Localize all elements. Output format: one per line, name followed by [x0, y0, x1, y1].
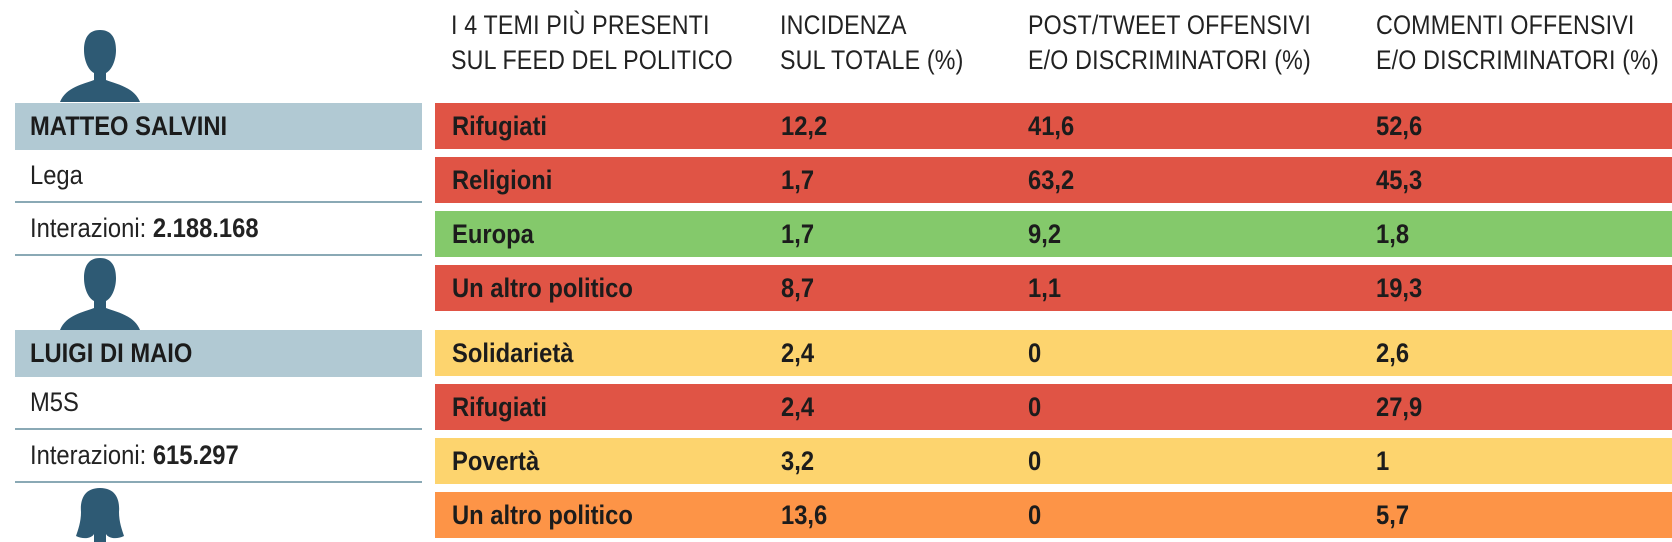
theme-label: Un altro politico [452, 500, 633, 530]
theme-label: Rifugiati [452, 111, 548, 141]
theme-label: Povertà [452, 446, 540, 476]
comment-value: 45,3 [1376, 165, 1423, 195]
incidence-value: 3,2 [781, 446, 815, 476]
column-header: I 4 TEMI PIÙ PRESENTI SUL FEED DEL POLITI… [451, 8, 733, 78]
column-header: POST/TWEET OFFENSIVI E/O DISCRIMINATORI (… [1028, 8, 1311, 78]
theme-label: Un altro politico [452, 273, 633, 303]
male-silhouette-icon-svg [60, 30, 140, 102]
interactions-text: Interazioni: 615.297 [30, 430, 239, 481]
comment-value: 27,9 [1376, 392, 1423, 422]
theme-label: Rifugiati [452, 392, 548, 422]
incidence-value: 8,7 [781, 273, 815, 303]
column-header-line: POST/TWEET OFFENSIVI [1028, 10, 1311, 40]
male-silhouette-icon-svg [60, 258, 140, 330]
post-value: 1,1 [1028, 273, 1062, 303]
comment-value: 2,6 [1376, 338, 1410, 368]
interactions-text: Interazioni: 2.188.168 [30, 203, 259, 254]
female-silhouette-icon [54, 486, 146, 542]
theme-row-bar [435, 384, 1672, 430]
theme-label: Religioni [452, 165, 553, 195]
post-value: 9,2 [1028, 219, 1062, 249]
theme-label: Europa [452, 219, 534, 249]
post-value: 0 [1028, 446, 1042, 476]
interactions-line: Interazioni: 2.188.168 [15, 203, 422, 256]
comment-value: 1,8 [1376, 219, 1410, 249]
post-value: 0 [1028, 338, 1042, 368]
column-header-line: INCIDENZA [780, 10, 907, 40]
column-header: INCIDENZA SUL TOTALE (%) [780, 8, 963, 78]
male-silhouette-icon [54, 258, 146, 330]
comment-value: 5,7 [1376, 500, 1410, 530]
comment-value: 19,3 [1376, 273, 1423, 303]
incidence-value: 1,7 [781, 219, 815, 249]
politician-name: MATTEO SALVINI [30, 111, 228, 141]
column-header-line: I 4 TEMI PIÙ PRESENTI [451, 10, 710, 40]
party-line: M5S [15, 377, 422, 430]
party-line: Lega [15, 150, 422, 203]
interactions-label: Interazioni: [30, 213, 147, 243]
interactions-line: Interazioni: 615.297 [15, 430, 422, 483]
incidence-value: 13,6 [781, 500, 828, 530]
post-value: 0 [1028, 500, 1042, 530]
post-value: 41,6 [1028, 111, 1075, 141]
incidence-value: 12,2 [781, 111, 828, 141]
theme-row-bar [435, 265, 1672, 311]
theme-row-bar [435, 211, 1672, 257]
theme-row-bar [435, 103, 1672, 149]
column-header-line: E/O DISCRIMINATORI (%) [1028, 45, 1311, 75]
post-value: 0 [1028, 392, 1042, 422]
comment-value: 52,6 [1376, 111, 1423, 141]
incidence-value: 2,4 [781, 392, 815, 422]
theme-label: Solidarietà [452, 338, 574, 368]
politician-name-bar: LUIGI DI MAIO [15, 330, 422, 377]
theme-row-bar [435, 438, 1672, 484]
male-silhouette-icon [54, 30, 146, 102]
party-name: Lega [30, 160, 83, 190]
incidence-value: 2,4 [781, 338, 815, 368]
incidence-value: 1,7 [781, 165, 815, 195]
interactions-value: 615.297 [152, 440, 239, 470]
theme-row-bar [435, 492, 1672, 538]
column-header: COMMENTI OFFENSIVI E/O DISCRIMINATORI (%) [1376, 8, 1659, 78]
interactions-label: Interazioni: [30, 440, 147, 470]
post-value: 63,2 [1028, 165, 1075, 195]
comment-value: 1 [1376, 446, 1390, 476]
interactions-value: 2.188.168 [152, 213, 259, 243]
party-name: M5S [30, 387, 79, 417]
theme-row-bar [435, 157, 1672, 203]
column-header-line: SUL FEED DEL POLITICO [451, 45, 733, 75]
column-header-line: E/O DISCRIMINATORI (%) [1376, 45, 1659, 75]
theme-row-bar [435, 330, 1672, 376]
column-header-line: SUL TOTALE (%) [780, 45, 964, 75]
column-header-line: COMMENTI OFFENSIVI [1376, 10, 1635, 40]
politician-name-bar: MATTEO SALVINI [15, 103, 422, 150]
politician-name: LUIGI DI MAIO [30, 338, 193, 368]
female-silhouette-icon-svg [76, 488, 124, 542]
